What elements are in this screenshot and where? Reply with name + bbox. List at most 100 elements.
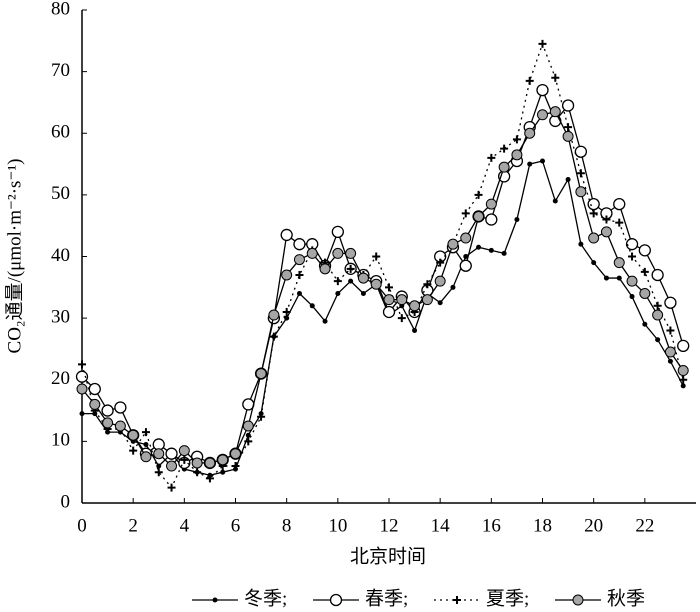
x-tick-label: 18	[533, 515, 552, 536]
data-point	[589, 209, 598, 218]
data-point	[242, 420, 254, 432]
data-point	[127, 429, 139, 441]
legend-label: 夏季;	[486, 587, 529, 609]
data-point	[511, 149, 523, 161]
y-tick-label: 80	[51, 0, 70, 19]
data-point	[76, 383, 88, 395]
data-point	[268, 309, 280, 321]
data-point	[436, 258, 445, 267]
data-point	[628, 252, 637, 261]
data-point	[180, 455, 189, 464]
data-point	[423, 280, 432, 289]
data-point	[639, 287, 651, 299]
data-point	[487, 153, 496, 162]
data-point	[616, 275, 622, 281]
data-point	[322, 318, 328, 324]
data-point	[551, 73, 560, 82]
data-point	[653, 301, 662, 310]
x-axis-label: 北京时间	[350, 545, 426, 567]
data-point	[78, 360, 86, 369]
legend-label: 秋季	[607, 587, 645, 609]
data-point	[191, 457, 203, 469]
data-point	[220, 469, 226, 475]
data-point	[512, 135, 521, 144]
data-point	[382, 305, 396, 319]
legend-marker	[212, 597, 218, 603]
data-point	[154, 468, 163, 477]
data-point	[205, 474, 214, 483]
data-point	[348, 278, 354, 284]
data-point	[153, 448, 165, 460]
data-point	[602, 215, 611, 224]
data-point	[280, 228, 293, 242]
data-point	[434, 275, 446, 287]
data-point	[474, 190, 483, 199]
data-point	[335, 290, 341, 296]
data-point	[525, 76, 534, 85]
data-point	[357, 272, 369, 284]
data-point	[396, 294, 408, 306]
data-point	[625, 238, 639, 251]
data-point	[165, 447, 178, 460]
data-point	[79, 411, 85, 417]
data-point	[575, 186, 587, 198]
data-point	[461, 209, 470, 218]
data-point	[561, 99, 575, 112]
x-tick-label: 12	[380, 515, 399, 536]
data-point	[527, 161, 533, 167]
data-point	[281, 269, 293, 281]
data-point	[383, 294, 395, 306]
data-point	[498, 161, 510, 173]
data-point	[476, 244, 482, 250]
data-point	[309, 303, 315, 309]
data-point	[655, 337, 661, 343]
y-tick-label: 20	[51, 368, 70, 389]
data-point	[255, 368, 267, 380]
data-point	[667, 358, 673, 364]
data-point	[485, 213, 498, 226]
x-tick-label: 4	[180, 515, 190, 536]
data-point	[204, 457, 216, 469]
data-point	[613, 257, 625, 269]
legend-marker	[453, 596, 461, 604]
data-point	[679, 375, 688, 384]
data-point	[524, 127, 536, 139]
data-point	[306, 247, 318, 259]
data-point	[564, 123, 573, 132]
series-line	[81, 41, 684, 489]
data-point	[319, 263, 331, 275]
data-point	[629, 294, 635, 300]
data-point	[677, 365, 689, 377]
data-point	[231, 462, 240, 471]
data-point	[385, 283, 393, 292]
data-point	[638, 244, 651, 257]
data-point	[193, 468, 202, 477]
x-tick-label: 8	[282, 515, 292, 536]
data-point	[244, 437, 253, 446]
data-point	[450, 284, 456, 290]
data-point	[537, 109, 548, 121]
y-tick-label: 40	[51, 245, 70, 266]
data-point	[217, 454, 229, 466]
x-tick-label: 0	[77, 515, 87, 536]
data-point	[615, 218, 624, 227]
data-point	[114, 420, 126, 432]
x-tick-label: 20	[584, 515, 603, 536]
data-point	[459, 259, 472, 272]
data-point	[613, 197, 626, 211]
data-point	[642, 321, 648, 327]
data-point	[102, 417, 114, 429]
data-point	[651, 268, 664, 282]
data-point	[230, 448, 241, 460]
data-point	[421, 294, 433, 306]
data-point	[284, 315, 290, 321]
data-point	[588, 232, 600, 244]
x-tick-label: 6	[231, 515, 241, 536]
data-point	[626, 275, 638, 287]
data-point	[514, 217, 520, 223]
data-point	[664, 296, 677, 309]
data-point	[360, 290, 366, 296]
x-tick-label: 16	[482, 515, 501, 536]
data-point	[295, 270, 304, 279]
data-point	[296, 290, 302, 296]
